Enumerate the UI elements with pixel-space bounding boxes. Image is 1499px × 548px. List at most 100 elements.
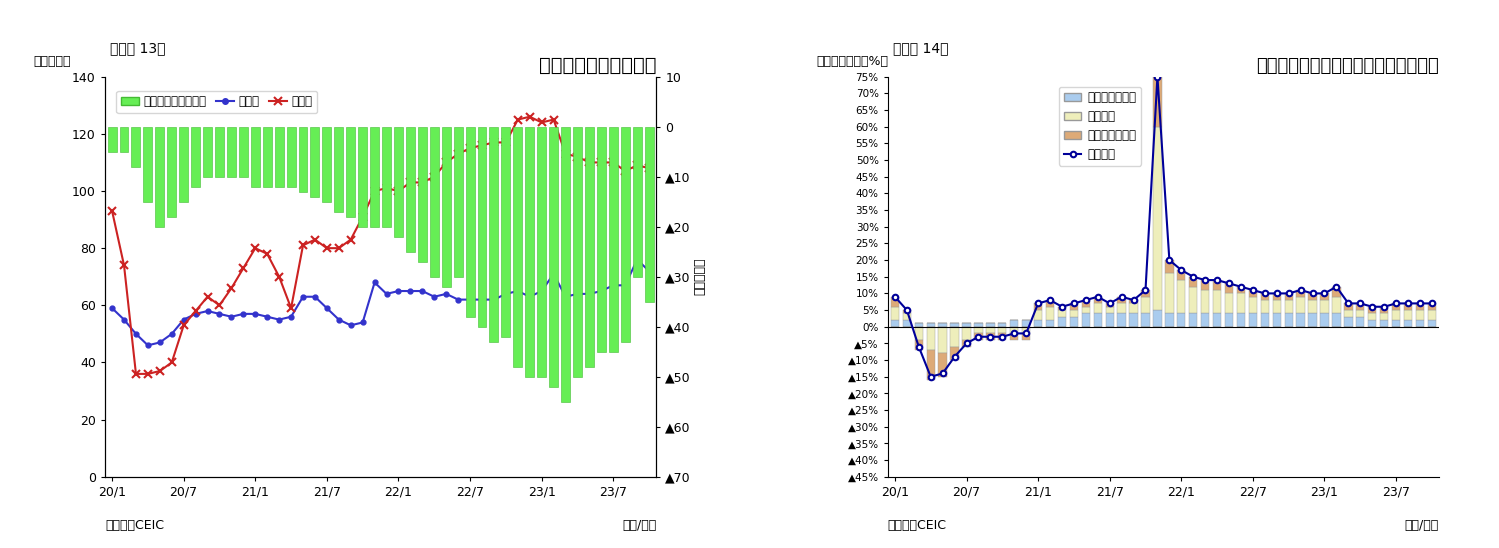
Bar	[938, 353, 947, 377]
Bar	[1249, 290, 1258, 297]
Bar	[1225, 283, 1234, 293]
Bar	[1046, 307, 1054, 320]
Bar	[986, 327, 994, 333]
Bar	[1117, 313, 1126, 327]
Bar	[120, 127, 129, 152]
Bar	[1357, 317, 1364, 327]
Bar	[430, 127, 439, 277]
Bar	[1225, 293, 1234, 313]
Bar	[1046, 320, 1054, 327]
Bar	[1381, 313, 1388, 320]
Bar	[1129, 300, 1138, 304]
Bar	[1285, 300, 1292, 313]
Bar	[1405, 320, 1412, 327]
Bar	[1010, 327, 1018, 333]
Bar	[1117, 304, 1126, 313]
Bar	[358, 127, 367, 227]
Bar	[525, 127, 534, 377]
Bar	[1177, 313, 1186, 327]
Bar	[1393, 304, 1400, 310]
Bar	[950, 323, 959, 327]
Bar	[1022, 333, 1030, 340]
Bar	[513, 127, 522, 367]
Bar	[1357, 310, 1364, 317]
Bar	[597, 127, 606, 352]
Bar	[1129, 304, 1138, 313]
Bar	[962, 340, 971, 347]
Bar	[250, 127, 259, 187]
Bar	[1321, 300, 1328, 313]
Bar	[238, 127, 247, 176]
Bar	[1321, 313, 1328, 327]
Bar	[132, 127, 141, 167]
Bar	[621, 127, 630, 342]
Bar	[1213, 280, 1222, 290]
Bar	[1022, 320, 1030, 327]
Bar	[962, 323, 971, 327]
Bar	[1165, 260, 1174, 273]
Bar	[1309, 293, 1316, 300]
Bar	[950, 327, 959, 347]
Bar	[585, 127, 594, 367]
Bar	[902, 313, 911, 320]
Bar	[180, 127, 189, 202]
Text: （年/月）: （年/月）	[1405, 519, 1439, 532]
Bar	[1357, 304, 1364, 310]
Bar	[1153, 77, 1162, 127]
Bar	[1189, 287, 1198, 313]
Legend: 一次産品・燃料, 電子製品, その他製品など, 輸出合計: 一次産品・燃料, 電子製品, その他製品など, 輸出合計	[1058, 87, 1141, 166]
Bar	[406, 127, 415, 252]
Bar	[1117, 297, 1126, 304]
Bar	[478, 127, 487, 327]
Bar	[890, 307, 899, 320]
Bar	[1405, 304, 1412, 310]
Bar	[192, 127, 199, 187]
Bar	[974, 327, 983, 333]
Bar	[274, 127, 283, 187]
Bar	[1261, 293, 1270, 300]
Bar	[1141, 297, 1150, 313]
Bar	[1333, 287, 1340, 297]
Bar	[1415, 320, 1424, 327]
Bar	[1141, 313, 1150, 327]
Bar	[226, 127, 235, 176]
Bar	[1010, 333, 1018, 340]
Bar	[1070, 310, 1078, 317]
Bar	[1177, 270, 1186, 280]
Bar	[442, 127, 451, 287]
Bar	[1345, 317, 1352, 327]
Bar	[1165, 273, 1174, 313]
Bar	[1022, 327, 1030, 333]
Legend: 貳易収支（右目盛）, 輸出額, 輸入額: 貳易収支（右目盛）, 輸出額, 輸入額	[117, 90, 316, 113]
Bar	[890, 320, 899, 327]
Bar	[214, 127, 223, 176]
Bar	[890, 297, 899, 307]
Bar	[962, 327, 971, 340]
Bar	[490, 127, 498, 342]
Bar	[537, 127, 546, 377]
Bar	[1405, 310, 1412, 320]
Bar	[1094, 313, 1102, 327]
Text: （図表 13）: （図表 13）	[111, 41, 166, 55]
Bar	[1082, 313, 1090, 327]
Bar	[1333, 297, 1340, 313]
Bar	[1106, 313, 1114, 327]
Bar	[382, 127, 391, 227]
Bar	[1427, 304, 1436, 310]
Bar	[1285, 313, 1292, 327]
Bar	[974, 333, 983, 340]
Bar	[1309, 300, 1316, 313]
Bar	[1333, 313, 1340, 327]
Bar	[1058, 307, 1066, 310]
Bar	[1225, 313, 1234, 327]
Bar	[1082, 300, 1090, 307]
Bar	[926, 327, 935, 350]
Bar	[1237, 287, 1246, 293]
Bar	[1273, 300, 1282, 313]
Bar	[645, 127, 654, 302]
Bar	[1010, 320, 1018, 327]
Bar	[1189, 277, 1198, 287]
Bar	[418, 127, 427, 262]
Bar	[108, 127, 117, 152]
Bar	[466, 127, 475, 317]
